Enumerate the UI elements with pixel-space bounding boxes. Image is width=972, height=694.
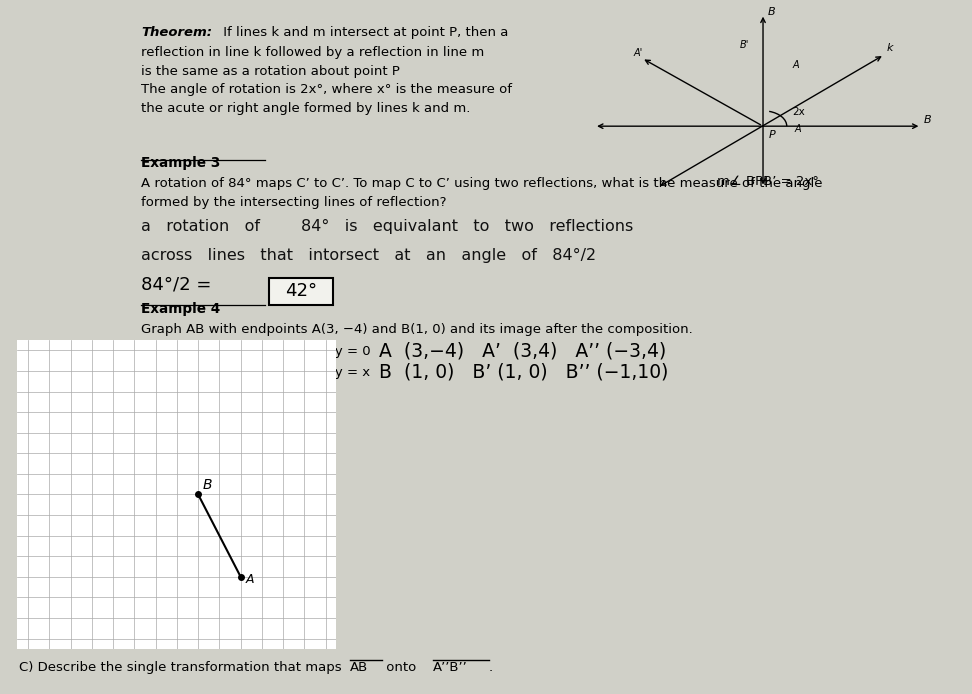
Text: A: A xyxy=(246,573,255,586)
Text: Example 4: Example 4 xyxy=(141,302,221,316)
Text: B  (1, 0)   B’ (1, 0)   B’’ (−1,10): B (1, 0) B’ (1, 0) B’’ (−1,10) xyxy=(379,362,669,381)
Text: A): A) xyxy=(141,345,159,358)
Text: C) Describe the single transformation that maps: C) Describe the single transformation th… xyxy=(19,661,342,675)
Text: 2x: 2x xyxy=(792,108,805,117)
Text: A: A xyxy=(792,60,799,70)
Text: 42°: 42° xyxy=(285,282,318,301)
Text: A': A' xyxy=(634,49,643,58)
Text: The angle of rotation is 2x°, where x° is the measure of: The angle of rotation is 2x°, where x° i… xyxy=(141,83,512,96)
Text: AB: AB xyxy=(350,661,368,675)
Text: across   lines   that   intorsect   at   an   angle   of   84°/2: across lines that intorsect at an angle … xyxy=(141,248,596,263)
Text: k: k xyxy=(887,43,893,53)
FancyBboxPatch shape xyxy=(269,278,333,305)
Text: : in the line y = 0: : in the line y = 0 xyxy=(255,345,370,358)
Text: formed by the intersecting lines of reflection?: formed by the intersecting lines of refl… xyxy=(141,196,446,210)
Text: 84°/2 =: 84°/2 = xyxy=(141,276,217,294)
Text: Graph AB with endpoints A(3, −4) and B(1, 0) and its image after the composition: Graph AB with endpoints A(3, −4) and B(1… xyxy=(141,323,693,336)
Text: P: P xyxy=(768,130,775,140)
Text: reflection in line k followed by a reflection in line m: reflection in line k followed by a refle… xyxy=(141,46,484,59)
Text: Reflection: Reflection xyxy=(170,345,245,358)
Text: Theorem:: Theorem: xyxy=(141,26,212,40)
Text: A: A xyxy=(795,124,801,135)
Text: A  (3,−4)   A’  (3,4)   A’’ (−3,4): A (3,−4) A’ (3,4) A’’ (−3,4) xyxy=(379,341,667,360)
Text: B: B xyxy=(924,115,931,125)
Text: the acute or right angle formed by lines k and m.: the acute or right angle formed by lines… xyxy=(141,102,470,115)
Text: B): B) xyxy=(141,366,159,379)
Text: a   rotation   of        84°   is   equivalant   to   two   reflections: a rotation of 84° is equivalant to two r… xyxy=(141,219,633,234)
Text: B: B xyxy=(202,478,212,492)
Text: B': B' xyxy=(740,40,748,50)
Text: onto: onto xyxy=(382,661,421,675)
Text: Example 3: Example 3 xyxy=(141,156,221,170)
Text: B: B xyxy=(767,8,775,17)
Text: : in the line y = x: : in the line y = x xyxy=(255,366,369,379)
Text: m∠ BPB’ = 2x°: m∠ BPB’ = 2x° xyxy=(717,175,818,188)
Text: If lines k and m intersect at point P, then a: If lines k and m intersect at point P, t… xyxy=(219,26,508,40)
Text: A’’B’’: A’’B’’ xyxy=(433,661,468,675)
Text: A rotation of 84° maps C’ to C’. To map C to C’ using two reflections, what is t: A rotation of 84° maps C’ to C’. To map … xyxy=(141,177,822,190)
Text: .: . xyxy=(489,661,493,675)
Text: is the same as a rotation about point P: is the same as a rotation about point P xyxy=(141,65,399,78)
Text: Reflection: Reflection xyxy=(170,366,245,379)
